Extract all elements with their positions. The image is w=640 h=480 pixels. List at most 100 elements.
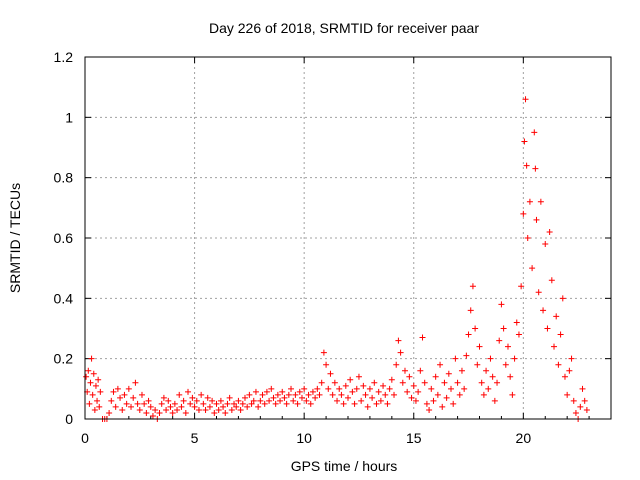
data-point (544, 325, 551, 332)
data-point (246, 391, 253, 398)
data-point (167, 403, 174, 410)
data-point (231, 400, 238, 407)
data-point (386, 385, 393, 392)
data-point (430, 397, 437, 404)
data-point (283, 400, 290, 407)
data-point (123, 400, 130, 407)
data-point (377, 397, 384, 404)
data-point (174, 406, 181, 413)
data-point (467, 307, 474, 314)
data-point (114, 385, 121, 392)
grid-lines (85, 57, 611, 419)
data-point (454, 379, 461, 386)
data-point (334, 397, 341, 404)
data-point (487, 355, 494, 362)
data-point (557, 331, 564, 338)
data-point (583, 406, 590, 413)
data-point (248, 400, 255, 407)
data-point (119, 406, 126, 413)
data-point (535, 289, 542, 296)
y-tick-label: 0.6 (54, 230, 74, 246)
data-point (502, 361, 509, 368)
data-point (529, 265, 536, 272)
data-point (532, 165, 539, 172)
data-point (204, 394, 211, 401)
data-point (171, 400, 178, 407)
data-point (432, 373, 439, 380)
data-point (480, 391, 487, 398)
data-point (371, 379, 378, 386)
data-point (257, 397, 264, 404)
data-point (294, 400, 301, 407)
data-point (533, 216, 540, 223)
data-point (285, 391, 292, 398)
data-point (108, 397, 115, 404)
data-point (362, 391, 369, 398)
data-point (448, 385, 455, 392)
data-point (189, 394, 196, 401)
data-point (88, 355, 95, 362)
data-point (428, 385, 435, 392)
data-point (125, 385, 132, 392)
data-point (458, 367, 465, 374)
data-point (121, 391, 128, 398)
data-point (136, 406, 143, 413)
data-point (546, 228, 553, 235)
data-point (404, 388, 411, 395)
data-point (461, 385, 468, 392)
data-point (237, 406, 244, 413)
x-tick-label: 20 (516, 430, 532, 446)
data-point (235, 397, 242, 404)
data-point (369, 394, 376, 401)
data-point (211, 409, 218, 416)
data-point (187, 400, 194, 407)
data-point (441, 379, 448, 386)
data-point (384, 400, 391, 407)
data-point (277, 397, 284, 404)
data-point (128, 403, 135, 410)
data-point (345, 394, 351, 401)
data-point (419, 334, 426, 341)
data-point (85, 367, 92, 374)
data-point (469, 283, 476, 290)
data-point (523, 162, 530, 169)
data-point (138, 391, 145, 398)
data-point (483, 367, 490, 374)
data-point (555, 361, 562, 368)
data-point (465, 331, 472, 338)
data-point (96, 403, 103, 410)
data-point (206, 403, 213, 410)
data-point (417, 367, 424, 374)
data-point (443, 394, 450, 401)
data-point (250, 397, 257, 404)
data-point (570, 397, 577, 404)
data-point (485, 385, 492, 392)
x-tick-label: 0 (81, 430, 89, 446)
data-point (298, 394, 305, 401)
data-point (401, 367, 408, 374)
data-point (327, 370, 334, 377)
y-tick-label: 1.2 (54, 49, 74, 65)
data-point (474, 361, 481, 368)
data-point (426, 406, 433, 413)
data-point (518, 283, 525, 290)
data-point (87, 379, 94, 386)
data-point (476, 343, 483, 350)
data-point (209, 397, 216, 404)
data-point (90, 370, 97, 377)
data-point (224, 400, 231, 407)
data-point (366, 385, 373, 392)
data-point (244, 403, 251, 410)
data-point (185, 388, 192, 395)
data-point (340, 400, 347, 407)
data-point (261, 400, 268, 407)
data-point (106, 409, 113, 416)
data-point (178, 403, 185, 410)
data-point (318, 379, 325, 386)
data-point (97, 388, 104, 395)
data-point (568, 355, 575, 362)
data-point (169, 409, 176, 416)
data-point (288, 385, 295, 392)
data-point (491, 397, 498, 404)
